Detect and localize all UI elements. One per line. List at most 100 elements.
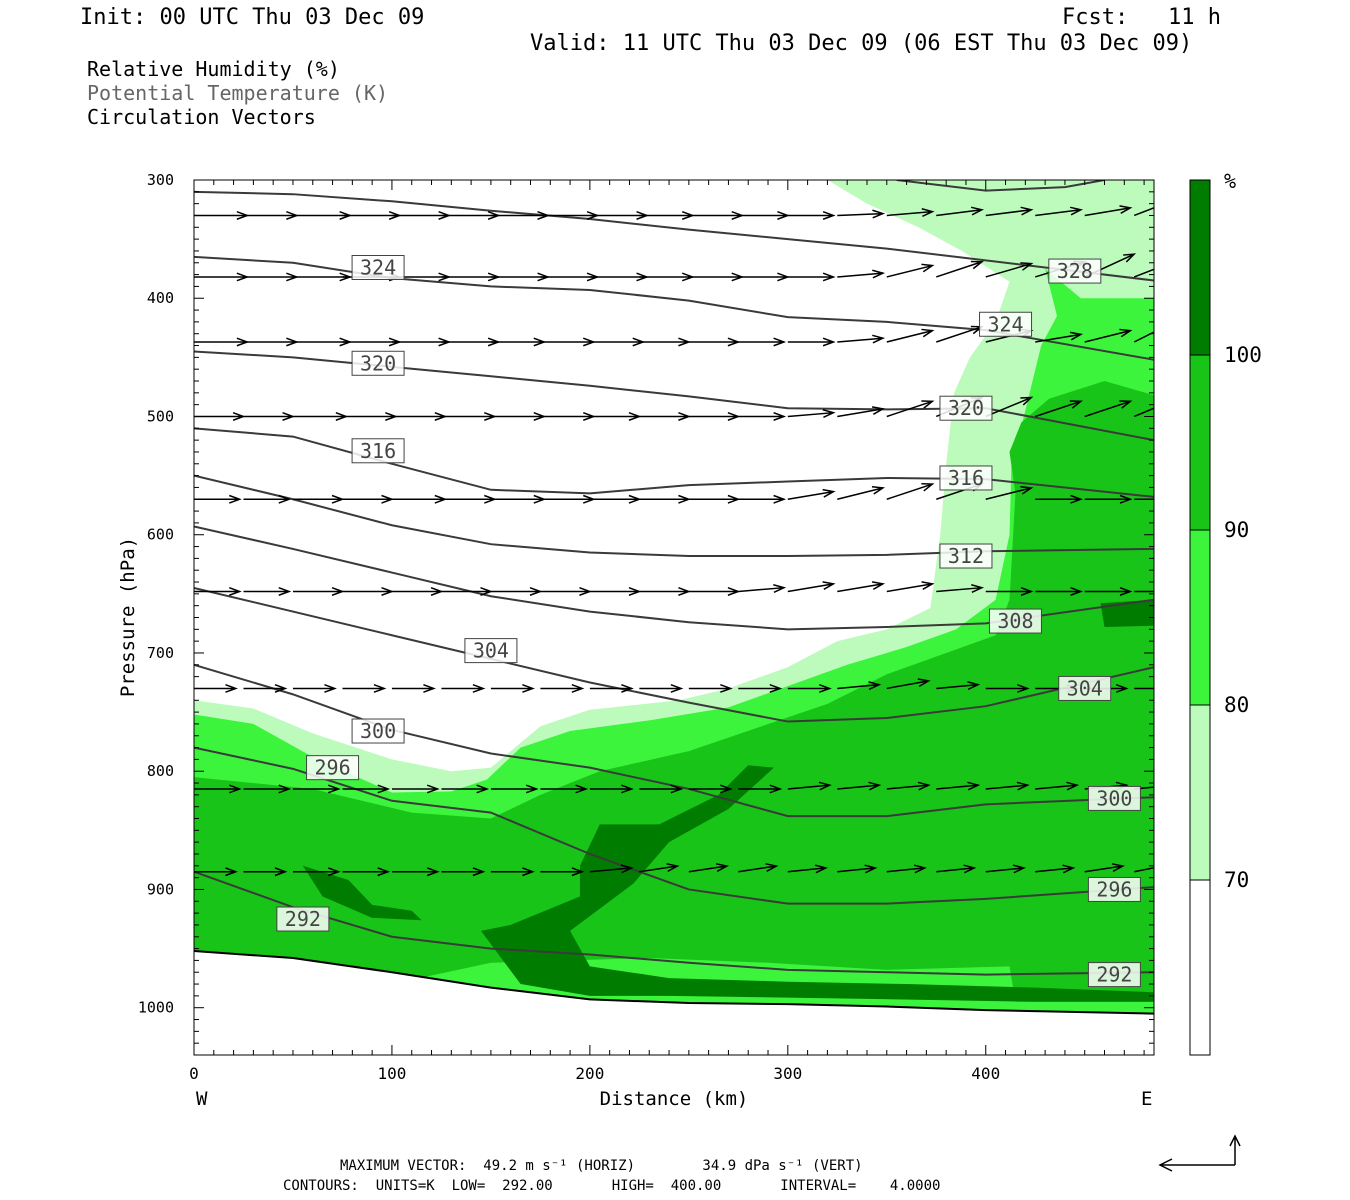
theta-label-324: 324 [351,255,405,280]
circulation-vector [540,494,596,504]
forecast-label: Fcst: [1062,5,1129,30]
circulation-vector [639,863,680,873]
circulation-vector [589,784,634,794]
y-tick-label: 1000 [138,999,174,1017]
circulation-vector [787,337,836,347]
circulation-vector [292,587,345,596]
theta-contour-324 [194,255,1154,361]
colorbar-segment [1190,705,1210,880]
circulation-vector [639,272,695,282]
circulation-vector [1084,400,1133,418]
y-tick-label: 800 [147,762,174,780]
theta-label-304: 304 [464,638,518,664]
theta-label-316: 316 [351,438,405,464]
theta-contour-316 [194,427,1154,498]
theta-contour-300 [194,663,1154,818]
circulation-vector [936,584,985,593]
circulation-vector [589,683,634,693]
circulation-vector [194,494,242,504]
circulation-vector [292,210,353,220]
svg-text:304: 304 [1067,676,1103,700]
y-tick-label: 700 [147,644,174,662]
circulation-vector [886,208,935,217]
circulation-vector [1134,786,1154,790]
circulation-vector [441,867,486,877]
x-tick-label: 0 [189,1064,199,1083]
circulation-vector [738,863,779,873]
theta-contour-328 [194,190,1154,282]
y-tick-label: 900 [147,880,174,898]
circulation-vector [787,272,836,282]
circulation-vector [1134,590,1154,593]
theta-contour-292 [194,870,1154,976]
circulation-vector [391,337,452,347]
x-axis-title: Distance (km) [600,1088,749,1110]
circulation-vector [639,412,691,421]
circulation-vector [738,683,783,693]
circulation-vector [936,681,981,691]
circulation-vector [1084,205,1133,217]
reference-vector-icon [1158,1134,1241,1172]
circulation-vector [688,587,741,596]
circulation-vector [292,412,349,421]
theta-label-296: 296 [306,755,360,781]
circulation-vector [292,784,341,794]
circulation-vector [441,337,501,347]
colorbar-segment [1190,180,1210,355]
circulation-vector [639,210,695,220]
circulation-vector [342,683,387,693]
circulation-vector [1035,206,1084,217]
circulation-vector [243,272,299,282]
circulation-vector [441,210,501,220]
circulation-vector [936,260,984,278]
circulation-vector [787,683,832,693]
terrain-line [194,949,1154,1015]
rh-region-100-4 [481,765,1154,1002]
circulation-vector [1134,498,1154,501]
colorbar-segment [1190,355,1210,530]
circulation-vector [243,587,292,596]
circulation-vector [391,412,448,421]
circulation-vector [886,864,927,874]
circulation-vector [1133,331,1154,343]
circulation-vector [886,263,935,278]
circulation-vector [688,863,730,873]
circulation-vector [1084,863,1125,873]
theta-contour-320 [194,350,1154,442]
circulation-vector [292,683,337,693]
circulation-vector [391,683,436,693]
theta-label-300: 300 [351,718,405,744]
rh-region-100-3 [302,865,422,921]
circulation-vector [837,581,886,593]
circulation-vector [985,396,1034,418]
circulation-vector [540,587,592,596]
circulation-vector [1084,328,1133,343]
circulation-vector [738,584,787,593]
theta-label-320: 320 [939,395,993,421]
x-end-label-west: W [196,1088,208,1110]
circulation-vector [837,209,886,219]
circulation-vector [441,272,501,282]
circulation-vector [1084,494,1133,504]
circulation-vector [738,337,787,347]
circulation-vector [639,337,691,347]
circulation-vector [490,494,547,504]
y-tick-label: 500 [147,407,174,425]
circulation-vector [540,867,585,877]
circulation-vector [837,269,886,279]
circulation-vector [936,206,985,217]
circulation-vector [1084,587,1133,596]
x-tick-label: 300 [773,1064,802,1083]
circulation-vector [391,867,440,877]
circulation-vector [985,206,1034,217]
circulation-vector [243,337,299,347]
y-tick-label: 300 [147,171,174,189]
circulation-vector [342,210,402,220]
circulation-vector [688,494,741,504]
circulation-vector [936,781,981,791]
max-vector-note: MAXIMUM VECTOR: 49.2 m s⁻¹ (HORIZ) 34.9 … [340,1158,863,1174]
circulation-vector [738,412,787,421]
circulation-vector [985,781,1030,791]
svg-text:328: 328 [1057,259,1093,283]
colorbar-label: 90 [1224,518,1249,542]
